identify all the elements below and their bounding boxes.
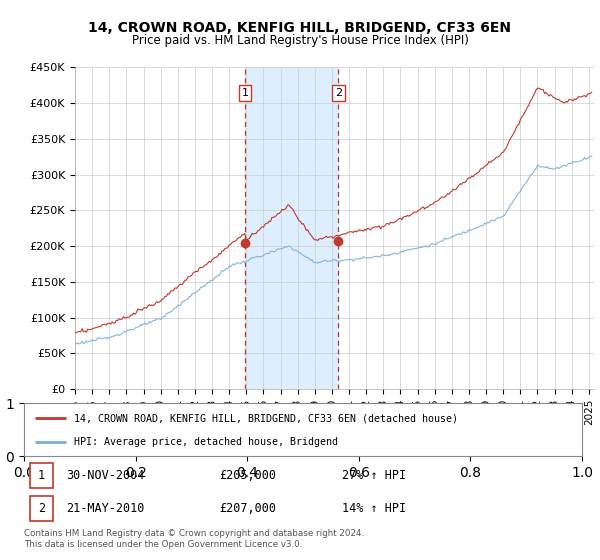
Text: 21-MAY-2010: 21-MAY-2010 [66, 502, 144, 515]
Text: 14, CROWN ROAD, KENFIG HILL, BRIDGEND, CF33 6EN (detached house): 14, CROWN ROAD, KENFIG HILL, BRIDGEND, C… [74, 413, 458, 423]
Text: Contains HM Land Registry data © Crown copyright and database right 2024.
This d: Contains HM Land Registry data © Crown c… [24, 529, 364, 549]
Text: HPI: Average price, detached house, Bridgend: HPI: Average price, detached house, Brid… [74, 436, 338, 446]
Text: 2: 2 [38, 502, 45, 515]
Text: 14, CROWN ROAD, KENFIG HILL, BRIDGEND, CF33 6EN: 14, CROWN ROAD, KENFIG HILL, BRIDGEND, C… [89, 21, 511, 35]
FancyBboxPatch shape [29, 496, 53, 521]
Text: 1: 1 [38, 469, 45, 482]
Text: 30-NOV-2004: 30-NOV-2004 [66, 469, 144, 482]
Text: £205,000: £205,000 [220, 469, 276, 482]
Text: 2: 2 [335, 88, 342, 98]
Text: 14% ↑ HPI: 14% ↑ HPI [342, 502, 406, 515]
Text: 27% ↑ HPI: 27% ↑ HPI [342, 469, 406, 482]
FancyBboxPatch shape [29, 463, 53, 488]
Bar [245, 67, 338, 389]
Text: £207,000: £207,000 [220, 502, 276, 515]
Text: Price paid vs. HM Land Registry's House Price Index (HPI): Price paid vs. HM Land Registry's House … [131, 34, 469, 46]
Text: 1: 1 [241, 88, 248, 98]
